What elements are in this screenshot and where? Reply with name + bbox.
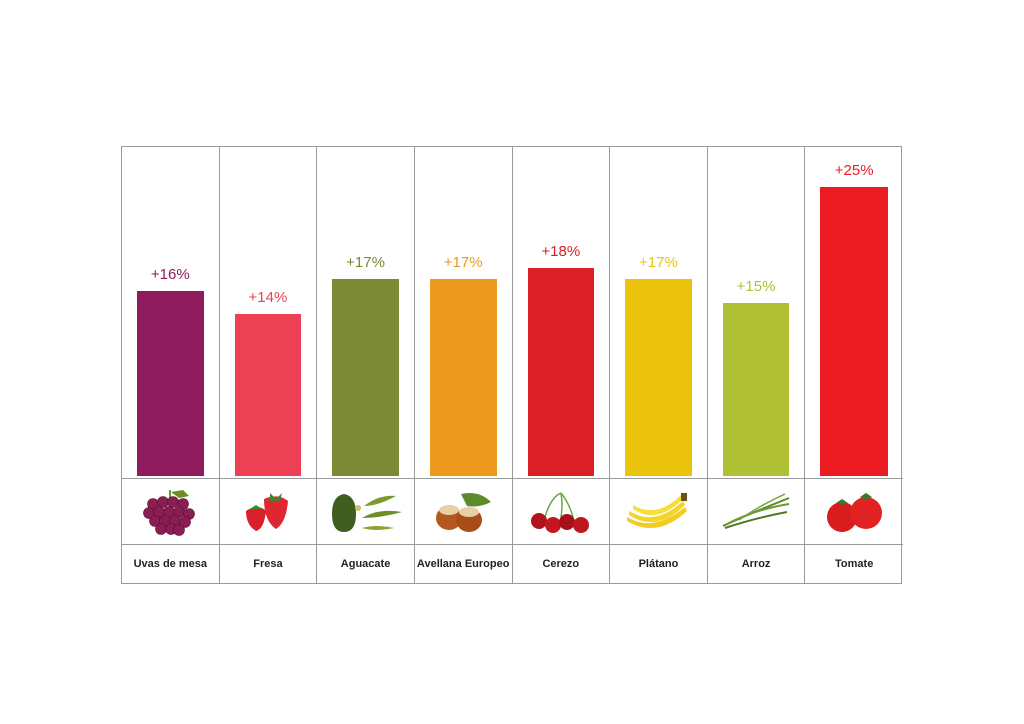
bar-area: +17% xyxy=(415,147,512,478)
avocado-icon xyxy=(317,478,414,544)
chart-column: +25% Tomate xyxy=(805,147,903,583)
bar xyxy=(625,279,692,476)
strawberry-icon xyxy=(219,478,317,544)
bar-area: +17% xyxy=(610,147,707,478)
data-label: +17% xyxy=(639,254,678,272)
hazelnut-icon xyxy=(414,478,512,544)
chart-column: +17% Plátano xyxy=(610,147,708,583)
category-label: Tomate xyxy=(805,544,903,583)
bar-area: +18% xyxy=(513,147,610,478)
bar xyxy=(527,267,595,476)
rice-icon xyxy=(707,478,805,544)
chart-column: +17% Avellana Europeo xyxy=(414,147,513,583)
bar-area: +14% xyxy=(220,147,317,478)
category-label: Cerezo xyxy=(512,544,610,583)
category-label: Arroz xyxy=(707,544,805,583)
chart-column: +16% Uvas de mesa xyxy=(122,147,220,583)
category-label: Plátano xyxy=(610,544,707,583)
bar xyxy=(722,302,790,476)
bar-area: +15% xyxy=(708,147,805,478)
category-label: Uvas de mesa xyxy=(122,544,219,583)
data-label: +17% xyxy=(346,254,385,272)
cherry-icon xyxy=(512,478,610,544)
data-label: +14% xyxy=(248,289,288,307)
category-label: Fresa xyxy=(219,544,317,583)
bar-area: +16% xyxy=(122,147,219,478)
data-label: +16% xyxy=(150,266,190,284)
chart-column: +18% Cerezo xyxy=(512,147,611,583)
chart-column: +17% Aguacate xyxy=(317,147,415,583)
category-label: Avellana Europeo xyxy=(414,544,512,583)
bar xyxy=(820,187,888,476)
banana-icon xyxy=(610,478,707,544)
data-label: +17% xyxy=(443,254,483,272)
bar xyxy=(332,279,399,476)
bar xyxy=(429,279,497,476)
chart-frame: +16% Uvas de mesa +14% Fresa +17% Aguacate +17… xyxy=(121,146,903,584)
bar xyxy=(234,314,302,476)
chart-column: +14% Fresa xyxy=(219,147,318,583)
grapes-icon xyxy=(122,478,219,544)
data-label: +25% xyxy=(834,162,874,179)
chart-column: +15% Arroz xyxy=(707,147,806,583)
data-label: +15% xyxy=(736,277,776,295)
tomato-icon xyxy=(805,478,903,544)
data-label: +18% xyxy=(541,242,581,260)
bar xyxy=(137,291,204,476)
bar-area: +17% xyxy=(317,147,414,478)
bar-area: +25% xyxy=(805,147,903,478)
category-label: Aguacate xyxy=(317,544,414,583)
